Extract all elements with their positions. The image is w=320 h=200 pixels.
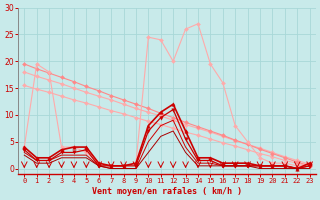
X-axis label: Vent moyen/en rafales ( km/h ): Vent moyen/en rafales ( km/h ) [92, 187, 242, 196]
